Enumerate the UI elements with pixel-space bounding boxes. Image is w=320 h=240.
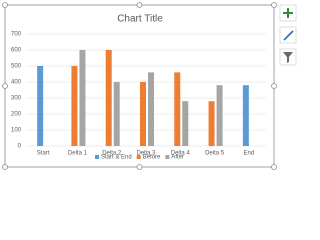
bar [174,72,181,146]
x-tick-label: Start [37,151,50,157]
legend-swatch [95,155,99,159]
bar [37,66,44,146]
bar [182,101,189,146]
chart-frame[interactable] [4,4,275,168]
bar [71,66,78,146]
legend-label: Start & End [101,155,132,161]
legend-label: Before [143,155,161,161]
chart: Chart Title 0 100 200 300 400 500 600 700 Start D… [2,2,297,170]
x-tick-label: Delta 3 [136,151,156,157]
chart-styles-button[interactable] [279,26,297,44]
chart-filters-button[interactable] [279,48,297,66]
bar [113,82,120,146]
x-tick-label: Delta 2 [102,151,122,157]
y-tick-label: 400 [11,80,22,86]
y-tick-label: 700 [11,32,22,38]
bar [105,50,112,146]
resize-handles[interactable] [2,2,277,170]
x-tick-label: Delta 1 [68,151,88,157]
y-tick-label: 300 [11,96,22,102]
bar [216,85,223,146]
y-tick-label: 500 [11,64,22,70]
chart-title: Chart Title [117,14,163,25]
bar [79,50,86,146]
x-tick-label: Delta 5 [205,151,225,157]
x-tick-label: Delta 4 [171,151,191,157]
legend-swatch [136,155,141,159]
bar [208,101,215,146]
chart-elements-button[interactable] [279,4,297,22]
bar [148,72,154,146]
y-tick-label: 0 [18,144,22,150]
y-tick-label: 200 [11,112,22,118]
bar [242,85,249,146]
bar [140,82,146,146]
y-tick-label: 100 [11,128,22,134]
y-tick-label: 600 [11,48,22,54]
x-tick-label: End [244,151,255,157]
legend-label: After [171,155,184,161]
legend-swatch [165,155,170,159]
